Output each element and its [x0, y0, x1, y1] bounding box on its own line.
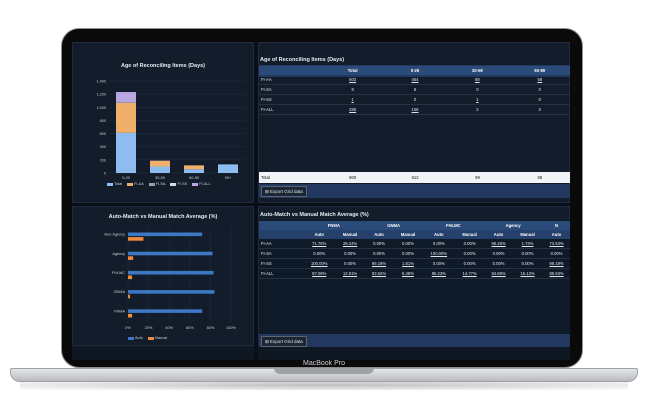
col-0-29[interactable]: 0-29	[410, 68, 420, 73]
bar-manual	[128, 237, 144, 241]
match-chart-panel: Auto-Match vs Manual Match Average (%) 0…	[72, 206, 254, 346]
y-tick-label: 0	[104, 172, 106, 176]
bar-segment	[116, 102, 136, 133]
y-tick-label: 600	[100, 132, 106, 136]
category-label: Non Agency	[105, 233, 126, 237]
export-grid-button[interactable]: Export Grid data	[261, 186, 307, 197]
laptop-shadow	[20, 380, 628, 390]
total-row: Total 900 612 99 58	[259, 172, 570, 183]
bar-segment	[184, 165, 204, 170]
bar-segment	[116, 132, 136, 173]
match-table-subheader: Auto Manual Auto Manual Auto Manual Auto…	[259, 230, 570, 239]
age-table-header: Total 0-29 30-59 60-89	[259, 66, 570, 75]
export-grid-button[interactable]: Export Grid data	[261, 336, 307, 347]
group-agency[interactable]: Agency	[505, 223, 521, 228]
row-divider	[72, 203, 570, 206]
table-row: FI-SA 0.00% 0.00% 0.00% 0.00% 100.00% 0.…	[259, 248, 570, 259]
x-tick-label: 90+	[225, 176, 232, 180]
match-table-title: Auto-Match vs Manual Match Average (%)	[260, 212, 369, 218]
y-tick-label: 400	[100, 145, 106, 149]
age-chart: 0 200 400 600 800 1,000 1,200 1,400 0-29 30-59 60-…	[96, 80, 245, 180]
bar-segment	[184, 169, 204, 173]
x-tick-label: 80%	[207, 326, 215, 330]
table-row: FI-AA 71.76% 28.24% 0.00% 0.00% 0.00% 0.…	[259, 239, 570, 249]
table-row: FI-SA 8 8 0 0	[259, 84, 570, 95]
bar-auto	[128, 290, 215, 294]
category-label: FNMA	[114, 309, 125, 313]
y-tick-label: 1,000	[96, 106, 106, 110]
y-tick-label: 1,400	[96, 80, 106, 84]
table-row: FI-SS 1 0 1 0	[259, 94, 570, 105]
bar-manual	[128, 294, 131, 299]
group-n[interactable]: N	[555, 223, 559, 228]
bar-segment	[218, 164, 238, 173]
category-label: Agency	[112, 252, 125, 256]
x-tick-label: 60-89	[189, 176, 199, 180]
legend-manual: Manual	[147, 336, 167, 340]
x-tick-label: 30-59	[155, 176, 165, 180]
bar-segment	[150, 166, 170, 173]
col-total[interactable]: Total	[347, 68, 358, 73]
table-row: FI-ALL 87.09% 12.91% 93.52% 6.48% 85.23%…	[259, 268, 570, 279]
bar-manual	[128, 256, 134, 260]
bar-segment	[150, 160, 170, 167]
group-fnma[interactable]: FNMA	[327, 223, 340, 228]
category-label: GNMA	[114, 290, 126, 294]
x-tick-label: 100%	[226, 326, 236, 330]
dashboard-screen: Age of Reconciling Items (Days) 0 200 400 6…	[72, 42, 570, 360]
table-row: FI-ALL 288 158 2 0	[259, 104, 570, 115]
y-tick-label: 800	[100, 119, 106, 123]
legend-fi-all: FI-ALL	[192, 182, 211, 186]
match-table-panel: Auto-Match vs Manual Match Average (%) F…	[258, 206, 570, 347]
bar-auto	[128, 270, 214, 275]
bar-auto	[128, 251, 213, 256]
legend-total: Total	[107, 182, 122, 186]
age-chart-legend: Total FI-AA FI-SA FI-SS FI-ALL	[107, 182, 211, 186]
age-chart-title: Age of Reconciling Items (Days)	[120, 63, 206, 69]
match-table-group-header: FNMA GNMA FHLMC Agency N	[259, 221, 570, 230]
age-table-header-bar	[259, 65, 570, 77]
match-chart-title: Auto-Match vs Manual Match Average (%)	[108, 214, 218, 220]
legend-fi-aa: FI-AA	[127, 182, 144, 186]
group-fhlmc[interactable]: FHLMC	[446, 223, 461, 228]
bar-auto	[128, 232, 203, 237]
y-tick-label: 200	[100, 158, 106, 162]
laptop-notch	[274, 368, 374, 374]
match-table: FNMA GNMA FHLMC Agency N Auto Manual Aut…	[259, 221, 570, 279]
bar-auto	[128, 309, 203, 313]
age-table-panel: Age of Reconciling Items (Days) Total 0-…	[258, 42, 570, 203]
table-row: FI-AA 602 454 88 58	[259, 75, 570, 85]
age-table: Total 0-29 30-59 60-89 FI-AA 602 454 88 …	[259, 66, 570, 115]
y-tick-label: 1,200	[96, 93, 106, 97]
x-tick-label: 60%	[186, 326, 194, 330]
age-table-footer	[259, 184, 570, 198]
bar-manual	[128, 275, 133, 280]
x-tick-label: 20%	[145, 326, 153, 330]
x-tick-label: 40%	[165, 326, 173, 330]
device-label: MacBook Pro	[302, 360, 346, 367]
col-60-89[interactable]: 60-89	[534, 68, 546, 73]
group-gnma[interactable]: GNMA	[387, 223, 400, 228]
category-label: FHLMC	[112, 271, 125, 275]
match-chart-legend: Auto Manual	[128, 336, 167, 340]
legend-fi-sa: FI-SA	[148, 182, 165, 186]
match-table-footer	[259, 334, 570, 347]
bar-segment	[116, 92, 136, 103]
table-row: FI-SS 100.00% 0.00% 98.19% 1.81% 0.00% 0…	[259, 258, 570, 269]
x-tick-label: 0%	[125, 326, 131, 330]
col-30-59[interactable]: 30-59	[472, 68, 483, 73]
x-tick-label: 0-29	[122, 176, 130, 180]
bar-manual	[128, 313, 133, 318]
legend-fi-ss: FI-SS	[170, 182, 187, 186]
age-total-table: Total 900 612 99 58	[259, 172, 570, 183]
column-divider	[254, 42, 258, 360]
age-chart-panel: Age of Reconciling Items (Days) 0 200 400 6…	[72, 42, 254, 203]
match-chart: 0% 20% 40% 60% 80% 100% Non Agency Agency FHLMC G…	[105, 227, 236, 330]
bar-segment	[116, 102, 136, 103]
legend-auto: Auto	[128, 336, 143, 340]
age-table-title: Age of Reconciling Items (Days)	[260, 57, 345, 63]
